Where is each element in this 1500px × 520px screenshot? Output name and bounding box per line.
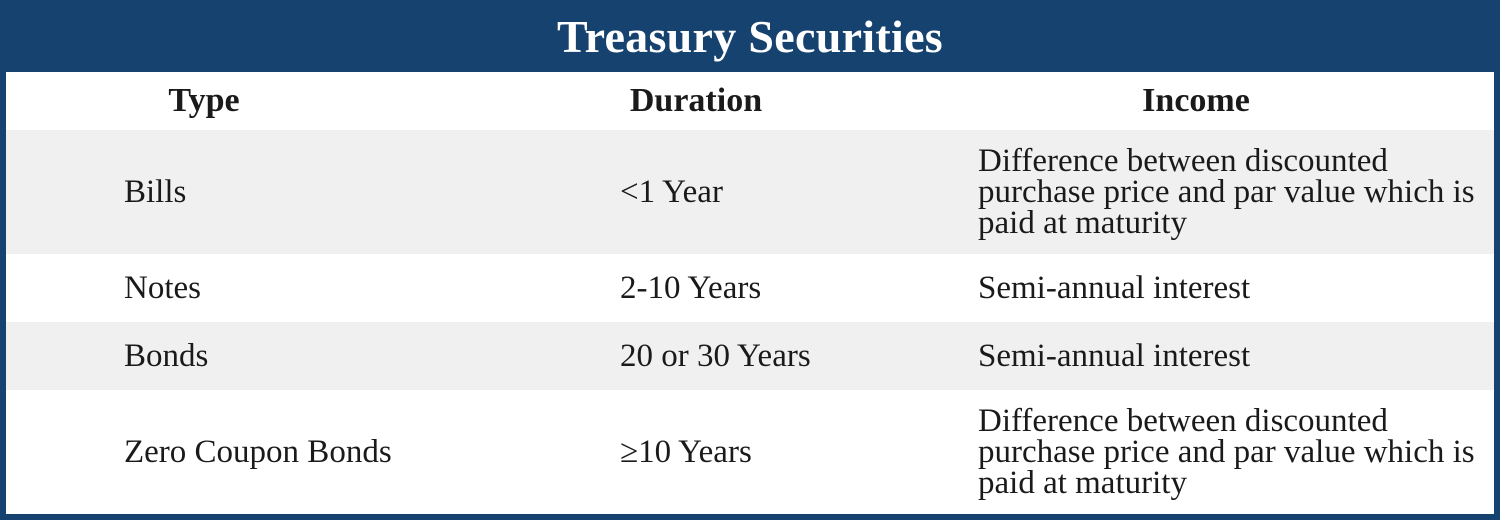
column-header-type: Type: [168, 82, 240, 119]
income-cell: Semi-annual interest: [978, 337, 1251, 374]
income-cell: Difference between discounted purchase p…: [978, 402, 1475, 501]
securities-table: Type Duration Income Bills <1 Year Diffe…: [6, 72, 1494, 514]
type-cell: Zero Coupon Bonds: [124, 433, 392, 470]
income-cell: Difference between discounted purchase p…: [978, 142, 1475, 241]
table-row: Notes 2-10 Years Semi-annual interest: [6, 254, 1494, 322]
table-row: Bills <1 Year Difference between discoun…: [6, 130, 1494, 254]
table-row: Zero Coupon Bonds ≥10 Years Difference b…: [6, 390, 1494, 514]
duration-cell: <1 Year: [620, 173, 723, 210]
table-row: Bonds 20 or 30 Years Semi-annual interes…: [6, 322, 1494, 390]
table-title: Treasury Securities: [557, 10, 943, 62]
type-cell: Notes: [124, 269, 201, 306]
duration-cell: 20 or 30 Years: [620, 337, 811, 374]
duration-cell: 2-10 Years: [620, 269, 762, 306]
type-cell: Bills: [124, 173, 187, 210]
column-header-income: Income: [1142, 82, 1250, 119]
column-header-duration: Duration: [629, 82, 763, 119]
income-cell: Semi-annual interest: [978, 269, 1251, 306]
table-header-row: Type Duration Income: [6, 72, 1494, 130]
type-cell: Bonds: [124, 337, 209, 374]
duration-cell: ≥10 Years: [620, 433, 752, 470]
